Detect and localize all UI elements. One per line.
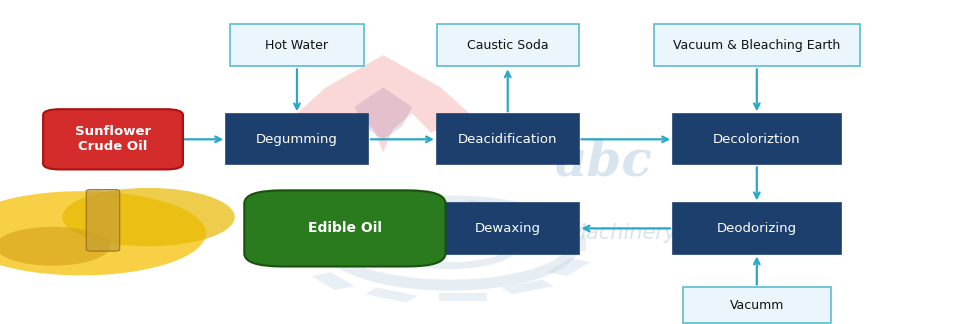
Text: Hot Water: Hot Water bbox=[265, 39, 329, 52]
FancyBboxPatch shape bbox=[437, 114, 579, 165]
Bar bbox=[523, 212, 566, 230]
FancyBboxPatch shape bbox=[244, 191, 445, 266]
Bar bbox=[311, 272, 354, 290]
Text: Deodorizing: Deodorizing bbox=[717, 222, 797, 235]
FancyBboxPatch shape bbox=[230, 24, 364, 66]
Bar bbox=[287, 226, 331, 244]
Text: Decoloriztion: Decoloriztion bbox=[713, 133, 801, 146]
Text: Sunflower
Crude Oil: Sunflower Crude Oil bbox=[75, 125, 151, 153]
FancyBboxPatch shape bbox=[437, 203, 579, 254]
Bar bbox=[501, 280, 554, 294]
Circle shape bbox=[62, 188, 235, 246]
Text: Caustic Soda: Caustic Soda bbox=[467, 39, 549, 52]
FancyBboxPatch shape bbox=[673, 203, 841, 254]
Bar bbox=[563, 235, 586, 251]
Bar bbox=[547, 258, 590, 276]
Bar bbox=[391, 201, 439, 209]
Text: Edible Oil: Edible Oil bbox=[308, 221, 382, 236]
FancyBboxPatch shape bbox=[226, 114, 368, 165]
Bar bbox=[460, 200, 513, 214]
Text: Deacidification: Deacidification bbox=[458, 133, 558, 146]
Bar bbox=[365, 288, 418, 302]
Polygon shape bbox=[354, 87, 412, 139]
Circle shape bbox=[0, 191, 206, 275]
FancyBboxPatch shape bbox=[43, 109, 183, 169]
Text: Degumming: Degumming bbox=[256, 133, 338, 146]
Bar bbox=[291, 251, 314, 267]
Text: Vacuum & Bleaching Earth: Vacuum & Bleaching Earth bbox=[673, 39, 840, 52]
FancyBboxPatch shape bbox=[86, 190, 120, 251]
FancyBboxPatch shape bbox=[682, 287, 831, 323]
Bar bbox=[439, 293, 487, 301]
Text: Machinery: Machinery bbox=[568, 223, 677, 243]
Polygon shape bbox=[297, 55, 469, 152]
Text: Dewaxing: Dewaxing bbox=[475, 222, 540, 235]
Text: Vacumm: Vacumm bbox=[730, 299, 784, 312]
FancyBboxPatch shape bbox=[673, 114, 841, 165]
Text: abc: abc bbox=[555, 137, 652, 187]
Circle shape bbox=[0, 227, 110, 266]
FancyBboxPatch shape bbox=[653, 24, 859, 66]
Bar bbox=[324, 208, 376, 223]
FancyBboxPatch shape bbox=[437, 24, 579, 66]
